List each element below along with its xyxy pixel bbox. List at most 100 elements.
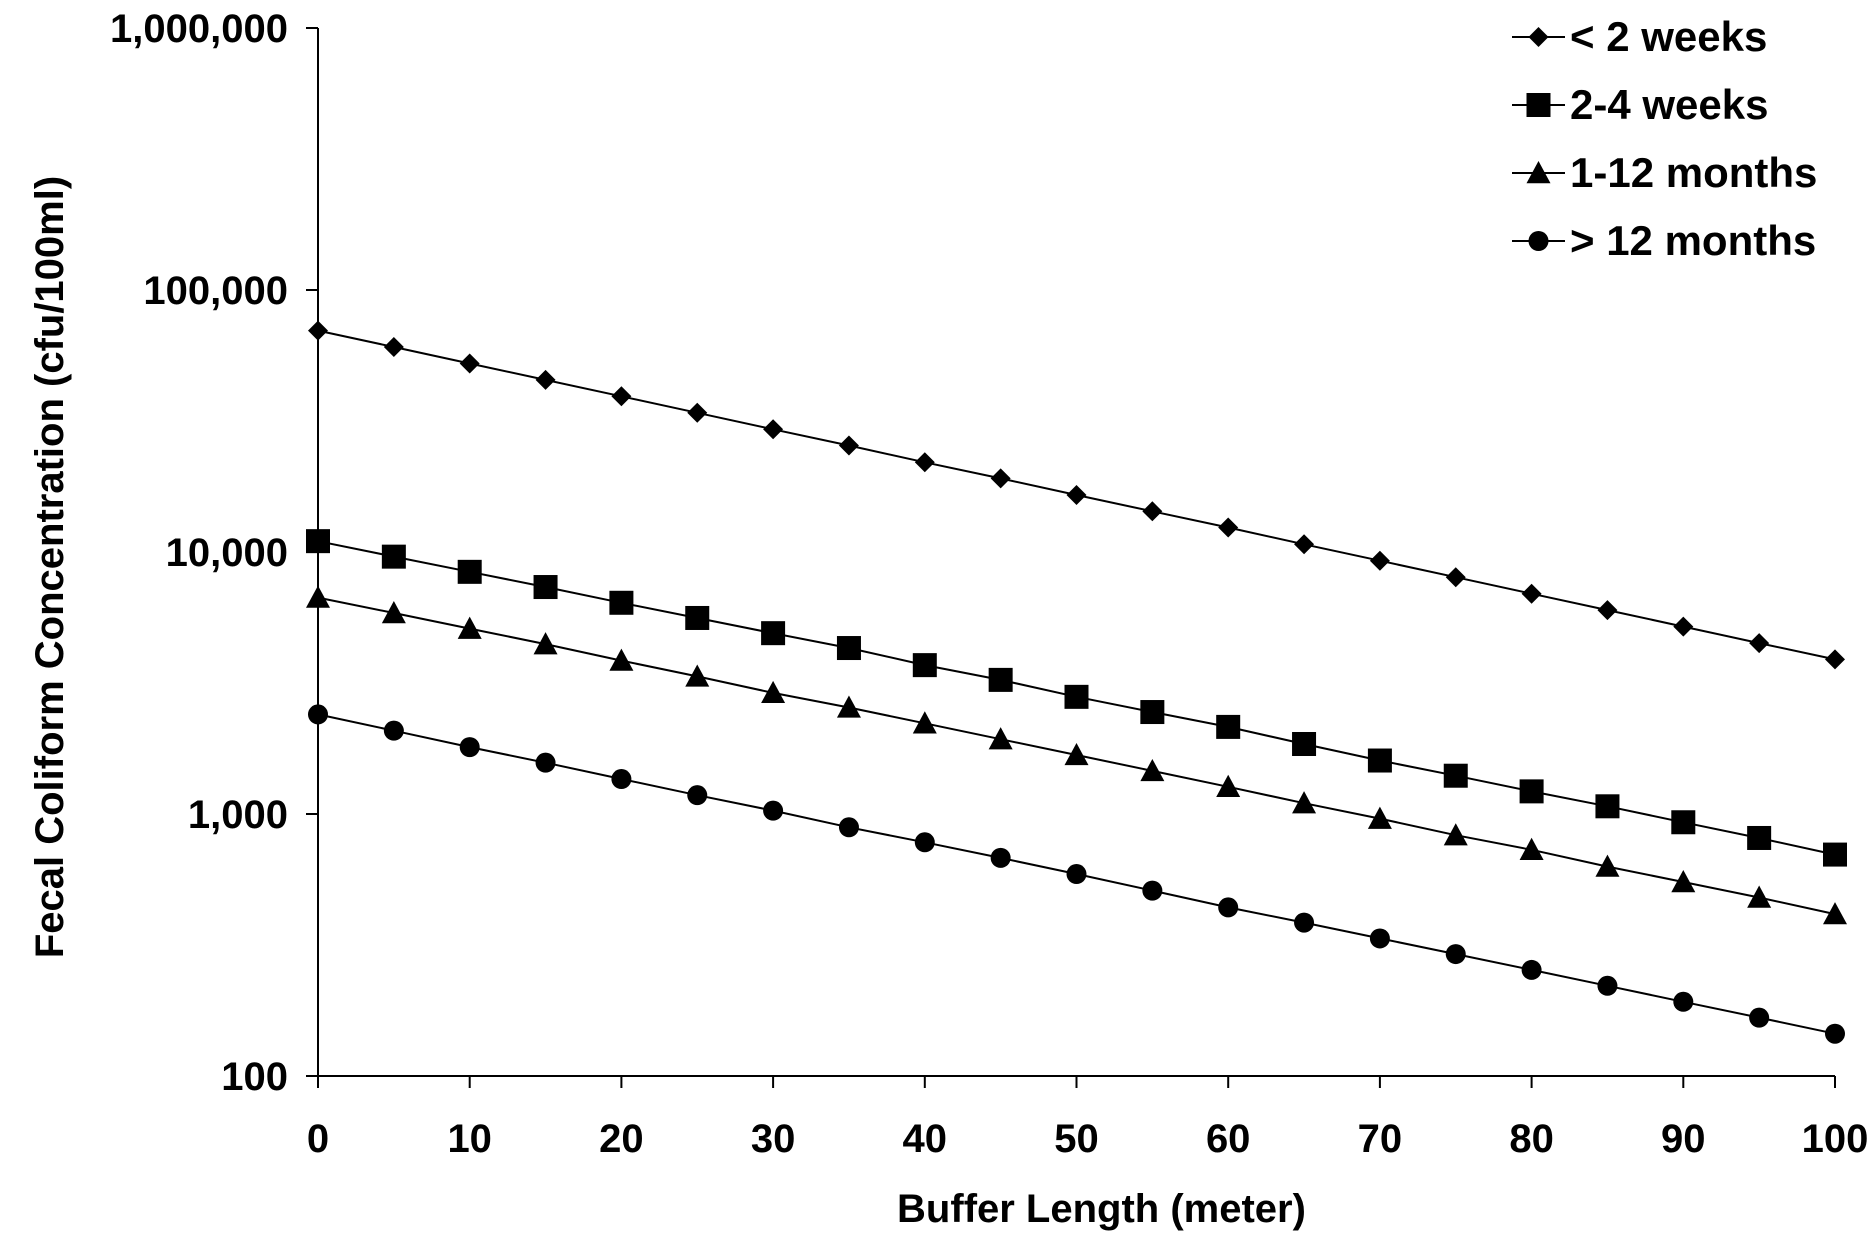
data-point (988, 727, 1013, 750)
data-point (761, 680, 786, 704)
data-point (1521, 959, 1542, 980)
data-point (914, 452, 935, 473)
y-tick-label: 100 (221, 1055, 288, 1099)
legend-label: 1-12 months (1570, 149, 1817, 196)
data-point (535, 369, 556, 390)
data-point (306, 585, 330, 608)
data-point (1292, 732, 1317, 757)
data-point (763, 800, 784, 821)
data-point (308, 704, 328, 725)
legend-marker (1526, 93, 1551, 117)
data-point (611, 769, 632, 790)
data-point (383, 720, 404, 741)
data-point (609, 648, 634, 671)
data-point (1671, 870, 1696, 893)
data-point (1216, 774, 1241, 798)
data-point (535, 752, 556, 773)
data-point (1749, 1007, 1770, 1028)
data-point (912, 653, 937, 678)
data-point (1140, 758, 1165, 782)
series-layer (306, 320, 1847, 1044)
data-point (533, 632, 558, 655)
data-point (1673, 991, 1694, 1012)
x-tick-label: 50 (1054, 1117, 1099, 1161)
x-tick-label: 20 (599, 1117, 644, 1161)
legend-marker (1528, 27, 1549, 47)
x-tick-label: 60 (1206, 1117, 1251, 1161)
data-point (609, 590, 634, 615)
data-point (1443, 823, 1468, 846)
data-point (1142, 501, 1163, 522)
series-circle (308, 704, 1845, 1044)
legend-label: 2-4 weeks (1570, 81, 1768, 128)
series-triangle (306, 585, 1847, 925)
data-point (459, 353, 480, 374)
data-point (1369, 550, 1390, 571)
series-diamond (308, 320, 1845, 670)
data-point (1142, 880, 1163, 901)
series-square (306, 529, 1847, 867)
legend-marker (1528, 231, 1549, 251)
data-point (457, 559, 482, 584)
data-point (1445, 944, 1466, 965)
y-tick-label: 1,000,000 (110, 7, 288, 51)
data-point (1294, 912, 1315, 933)
data-point (1445, 567, 1466, 588)
data-point (988, 667, 1013, 692)
legend-marker (1526, 161, 1551, 184)
data-point (912, 711, 937, 734)
data-point (381, 544, 406, 569)
legend: < 2 weeks 2-4 weeks 1-12 months > 12 months (1512, 13, 1817, 264)
data-point (308, 320, 328, 341)
data-point (306, 529, 330, 554)
data-point (1521, 583, 1542, 604)
data-point (1595, 794, 1620, 819)
data-point (1597, 600, 1618, 621)
data-point (1823, 842, 1847, 867)
data-point (838, 817, 859, 838)
data-point (990, 468, 1011, 489)
data-point (838, 435, 859, 456)
x-tick-label: 100 (1802, 1117, 1869, 1161)
data-point (1519, 837, 1544, 861)
data-point (1747, 825, 1772, 850)
data-point (687, 402, 708, 423)
data-point (1218, 517, 1239, 538)
data-point (533, 575, 558, 600)
x-tick-label: 0 (307, 1117, 329, 1161)
x-axis-title: Buffer Length (meter) (897, 1187, 1306, 1231)
legend-label: > 12 months (1570, 217, 1816, 264)
data-point (1140, 700, 1165, 725)
data-point (1825, 649, 1845, 670)
data-point (836, 695, 861, 718)
data-point (1292, 791, 1317, 814)
legend-label: < 2 weeks (1570, 13, 1767, 60)
data-point (459, 737, 480, 758)
legend-item: > 12 months (1512, 217, 1816, 264)
data-point (381, 601, 406, 624)
data-point (836, 636, 861, 661)
y-axis-title: Fecal Coliform Concentration (cfu/100ml) (28, 176, 72, 958)
x-tick-label: 30 (751, 1117, 796, 1161)
data-point (1747, 885, 1772, 908)
data-point (1673, 616, 1694, 637)
data-point (1367, 748, 1392, 773)
x-tick-label: 70 (1358, 1117, 1403, 1161)
data-point (1823, 902, 1847, 925)
data-point (1825, 1023, 1845, 1044)
data-point (914, 832, 935, 853)
y-tick-label: 10,000 (166, 531, 288, 575)
data-point (1066, 485, 1087, 506)
y-tick-label: 100,000 (143, 269, 288, 313)
data-point (761, 621, 786, 646)
legend-item: 2-4 weeks (1512, 81, 1768, 128)
x-tick-label: 10 (447, 1117, 492, 1161)
legend-item: 1-12 months (1512, 149, 1817, 196)
data-point (763, 419, 784, 440)
data-point (687, 785, 708, 806)
data-point (1671, 810, 1696, 835)
data-point (383, 336, 404, 357)
data-point (990, 847, 1011, 868)
data-point (1369, 928, 1390, 949)
